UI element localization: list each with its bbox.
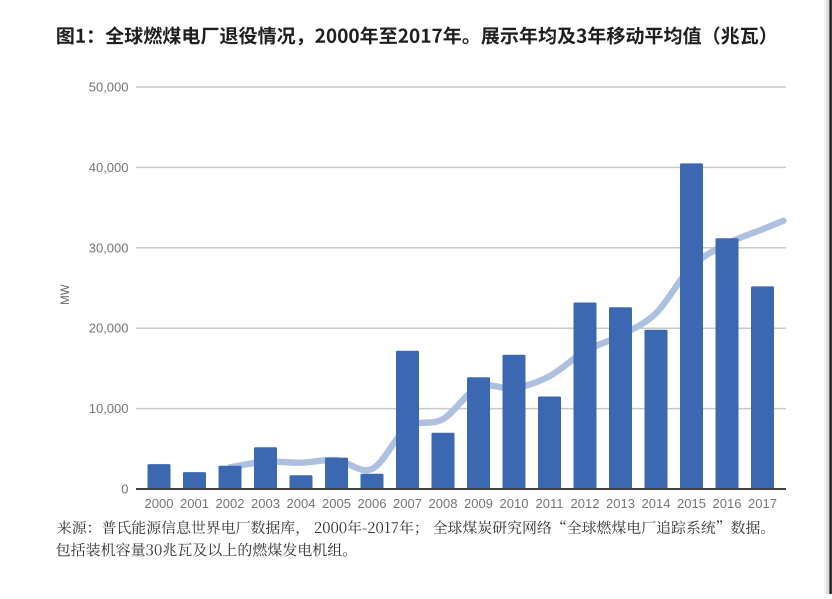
svg-text:0: 0: [121, 482, 128, 497]
svg-text:2000: 2000: [145, 496, 174, 511]
svg-text:2004: 2004: [287, 496, 316, 511]
svg-text:2010: 2010: [500, 496, 529, 511]
svg-text:30,000: 30,000: [89, 240, 129, 255]
svg-text:2006: 2006: [358, 496, 387, 511]
svg-text:2002: 2002: [216, 496, 245, 511]
svg-text:2011: 2011: [536, 496, 564, 511]
svg-text:10,000: 10,000: [89, 401, 129, 416]
svg-text:2012: 2012: [571, 496, 600, 511]
svg-text:2016: 2016: [713, 496, 742, 511]
svg-text:2014: 2014: [642, 496, 671, 511]
svg-text:2013: 2013: [606, 496, 635, 511]
svg-text:2003: 2003: [251, 496, 280, 511]
svg-text:2015: 2015: [677, 496, 706, 511]
svg-text:2009: 2009: [464, 496, 493, 511]
svg-text:40,000: 40,000: [89, 160, 129, 175]
svg-text:MW: MW: [60, 284, 72, 305]
svg-text:50,000: 50,000: [89, 80, 129, 95]
svg-text:2005: 2005: [322, 496, 351, 511]
svg-text:2017: 2017: [748, 496, 777, 511]
svg-text:2001: 2001: [180, 496, 209, 511]
svg-text:2008: 2008: [429, 496, 458, 511]
svg-text:20,000: 20,000: [89, 321, 129, 336]
svg-text:2007: 2007: [393, 496, 422, 511]
